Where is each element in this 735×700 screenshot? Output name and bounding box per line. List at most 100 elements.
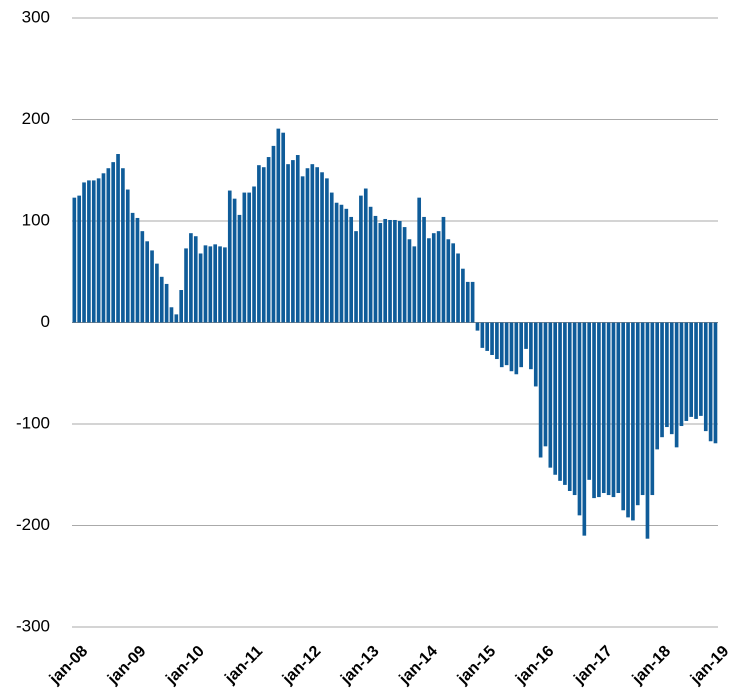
bar [558,322,562,481]
bar [320,172,324,323]
bar [665,322,669,428]
bar [237,214,242,323]
bar [470,281,475,323]
bar [679,322,684,427]
bar [111,162,116,323]
x-tick-label: jan-13 [337,643,382,688]
bar [475,322,480,331]
bar [660,322,664,438]
bar [189,233,193,323]
bar [441,216,446,323]
bar [417,197,422,323]
bar [533,322,538,387]
bar [427,238,431,323]
x-tick-label: jan-16 [512,643,557,688]
x-tick-label: jan-11 [221,643,266,688]
bar [422,216,426,323]
bar [446,239,451,323]
bar [179,290,184,323]
bar [344,208,349,323]
bar [538,322,543,458]
bar [232,198,237,323]
bar [213,244,218,323]
x-tick-label: jan-10 [162,643,207,688]
bar [155,263,159,323]
bar [116,154,120,323]
bar [393,219,397,323]
bar [247,192,252,323]
bar [159,276,164,323]
bar [397,221,402,323]
bar [203,245,208,323]
y-tick-label: 200 [22,109,50,128]
bar [193,236,198,323]
bar [708,322,713,442]
bar [310,164,315,323]
y-tick-label: -200 [16,515,50,534]
bar [650,322,655,496]
bar [655,322,660,450]
bar [431,233,436,323]
bar [407,239,412,323]
bar [587,322,592,480]
x-tick-label: jan-18 [629,643,674,688]
bar [164,283,169,323]
bar [359,195,363,323]
bar [572,322,577,496]
bar [577,322,582,516]
bar [674,322,679,448]
bar [145,241,150,323]
bar [563,322,567,485]
bar [480,322,485,348]
bar [485,322,490,351]
bar [140,231,145,323]
bar [96,178,101,323]
bar [519,322,524,368]
x-tick-label: jan-08 [46,643,91,688]
bar [354,231,358,323]
bar [456,253,460,323]
bar [281,132,286,323]
bar [266,157,271,323]
bar [261,167,266,323]
bar [567,322,572,491]
bar [300,176,305,323]
bar [87,180,91,323]
bar [451,243,456,323]
bar [339,204,344,323]
bar [257,165,261,323]
y-tick-label: 100 [22,210,50,229]
bar [601,322,606,494]
x-tick-label: jan-09 [104,643,149,688]
bar [592,322,596,499]
bar [82,182,86,323]
x-tick-label: jan-14 [396,643,441,688]
bar [436,231,441,323]
bar [315,167,320,323]
bar [684,322,689,421]
bar [388,219,392,323]
bar [611,322,616,498]
bar [184,248,188,323]
bar [91,180,96,323]
bar [130,212,135,323]
x-tick-label: jan-15 [454,643,499,688]
bar [305,168,310,323]
x-tick-label: jan-19 [687,643,732,688]
x-tick-label: jan-12 [279,643,324,688]
bar [252,186,256,323]
bar [325,178,329,323]
bar [669,322,674,435]
bar [621,322,626,511]
bar [616,322,621,494]
bar [461,268,465,323]
bar [208,246,213,323]
bar [286,164,290,323]
bar [606,322,611,496]
bar [276,128,281,323]
bar [295,155,300,323]
bar [218,246,222,323]
bar [378,223,383,323]
bar [242,192,247,323]
bar [125,189,130,323]
